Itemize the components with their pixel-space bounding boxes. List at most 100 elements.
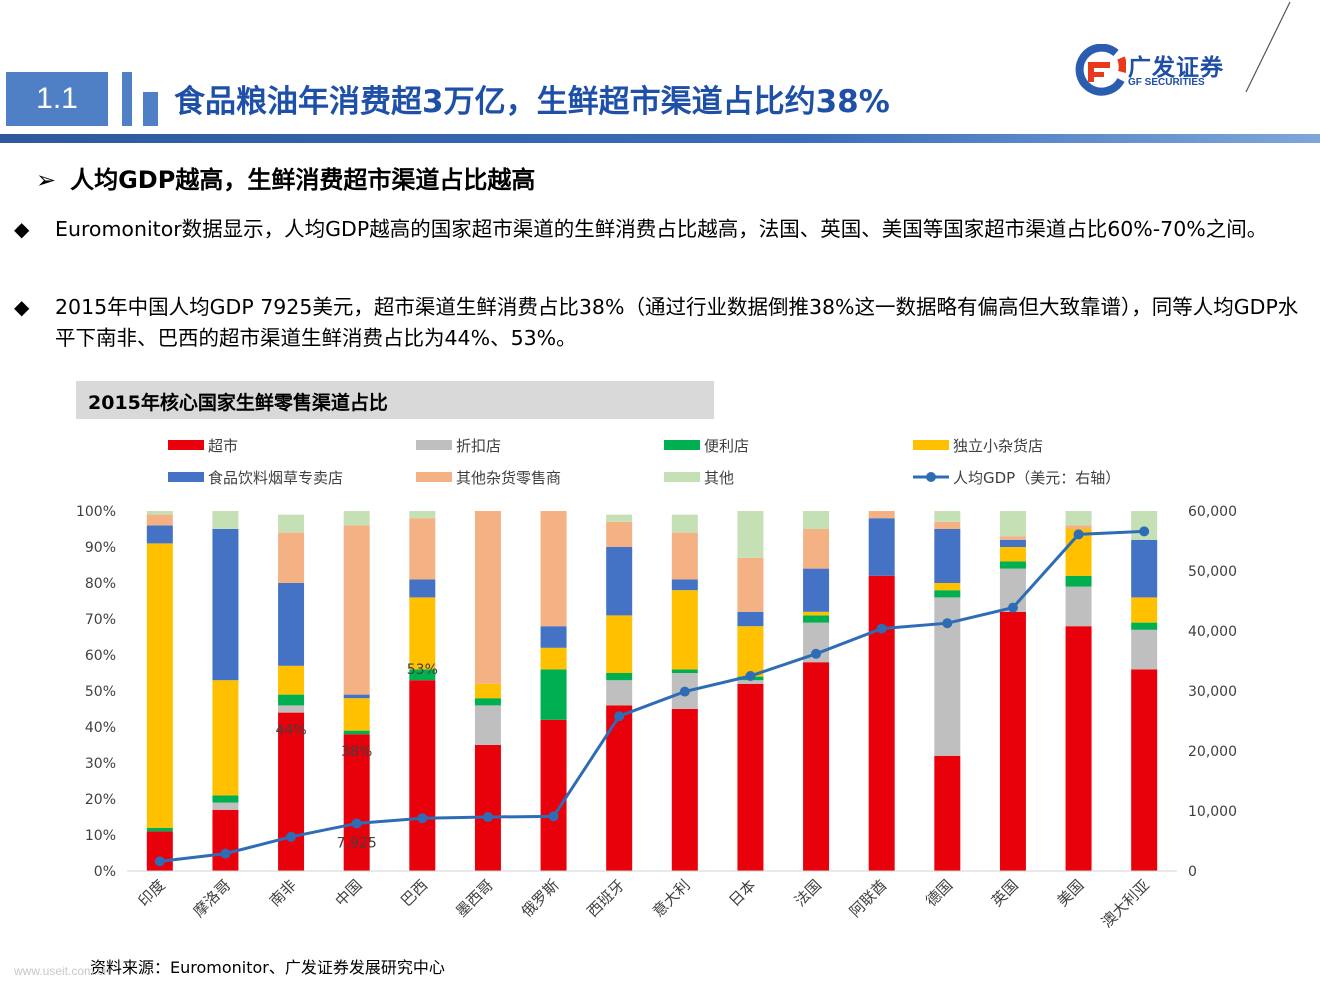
bar-segment [278, 712, 305, 871]
bar-segment [540, 511, 567, 627]
bar-segment [1131, 622, 1158, 630]
bar-segment [212, 795, 239, 803]
bar-segment [671, 669, 698, 673]
bar-segment [803, 662, 830, 871]
data-label: 7,925 [337, 835, 377, 851]
bar-segment [737, 511, 764, 558]
bar-segment [1131, 539, 1158, 598]
y-right-tick-label: 30,000 [1188, 684, 1237, 700]
bar-segment [934, 590, 961, 598]
y-right-tick-label: 50,000 [1188, 564, 1237, 580]
bar-segment [999, 547, 1026, 562]
legend-swatch [913, 440, 949, 450]
header-divider-bar [0, 134, 1320, 143]
x-category-label: 俄罗斯 [518, 876, 563, 921]
data-label: 53% [407, 662, 438, 678]
y-left-tick-label: 10% [85, 828, 116, 844]
bar-segment [212, 802, 239, 810]
bar-segment [606, 680, 633, 706]
bar-segment [540, 626, 567, 648]
legend-label: 便利店 [704, 437, 749, 455]
bar-segment [343, 694, 370, 699]
x-category-label: 意大利 [649, 876, 694, 921]
legend-label: 食品饮料烟草专卖店 [208, 469, 343, 487]
bar-segment [868, 518, 895, 576]
bar-segment [868, 511, 895, 519]
header-decoration-bar-small [143, 92, 158, 126]
bar-segment [999, 536, 1026, 540]
bar-segment [999, 611, 1026, 871]
section-number-box: 1.1 [6, 72, 108, 126]
diamond-bullet-icon: ◆ [14, 217, 30, 241]
bar-segment [606, 615, 633, 673]
gdp-point [154, 856, 165, 867]
source-note: 资料来源：Euromonitor、广发证券发展研究中心 [90, 958, 445, 977]
x-category-label: 西班牙 [583, 876, 628, 921]
bar-segment [737, 611, 764, 627]
bullet-text: Euromonitor数据显示，人均GDP越高的国家超市渠道的生鲜消费占比越高，… [55, 217, 1268, 241]
x-category-label: 南非 [266, 876, 300, 910]
bar-segment [671, 514, 698, 533]
gdp-point [286, 831, 297, 842]
bar-segment [606, 705, 633, 871]
decorative-slash-line [1245, 1, 1291, 93]
gdp-point [548, 811, 559, 822]
bar-segment [999, 539, 1026, 547]
bar-segment [540, 669, 567, 720]
bar-segment [146, 525, 173, 544]
bar-segment [474, 745, 501, 871]
y-right-tick-label: 10,000 [1188, 804, 1237, 820]
x-category-label: 英国 [988, 876, 1022, 910]
legend-label: 其他杂货零售商 [456, 469, 561, 487]
y-left-tick-label: 20% [85, 792, 116, 808]
page-title: 食品粮油年消费超3万亿，生鲜超市渠道占比约38% [174, 84, 890, 120]
bar-segment [606, 514, 633, 522]
bar-segment [278, 532, 305, 583]
bar-segment [212, 511, 239, 529]
bar-segment [278, 514, 305, 533]
gdp-point [220, 848, 231, 859]
bar-segment [474, 698, 501, 706]
bar-segment [343, 525, 370, 695]
gdp-point [679, 686, 690, 697]
bar-segment [146, 827, 173, 832]
bar-segment [803, 611, 830, 616]
x-category-label: 澳大利亚 [1098, 876, 1153, 931]
bar-segment [212, 809, 239, 871]
bar-segment [474, 511, 501, 684]
gdp-point [482, 812, 493, 822]
y-left-tick-label: 40% [85, 720, 116, 736]
subheading: ➢ 人均GDP越高，生鲜消费超市渠道占比越高 [36, 160, 535, 195]
bar-segment [737, 683, 764, 871]
bar-segment [671, 709, 698, 871]
subheading-text: 人均GDP越高，生鲜消费超市渠道占比越高 [70, 166, 536, 194]
chart-title-background [76, 381, 714, 419]
y-right-tick-label: 20,000 [1188, 744, 1237, 760]
y-left-tick-label: 70% [85, 612, 116, 628]
bar-segment [409, 669, 436, 681]
bar-segment [343, 698, 370, 731]
bar-segment [737, 626, 764, 677]
x-category-label: 墨西哥 [452, 876, 497, 921]
bar-segment [212, 529, 239, 681]
y-left-tick-label: 90% [85, 540, 116, 556]
gdp-point [811, 648, 822, 659]
data-label: 38% [341, 744, 372, 760]
x-category-label: 印度 [135, 876, 169, 910]
bar-segment [737, 680, 764, 684]
y-left-tick-label: 60% [85, 648, 116, 664]
y-right-tick-label: 0 [1188, 864, 1197, 880]
legend-swatch [168, 440, 204, 450]
logo-english-text: GF SECURITIES [1128, 77, 1205, 88]
bar-segment [278, 694, 305, 706]
bar-segment [409, 511, 436, 519]
bar-segment [146, 514, 173, 526]
bar-segment [606, 673, 633, 681]
arrow-bullet-icon: ➢ [36, 166, 57, 194]
company-logo: 广发证券 GF SECURITIES [1072, 43, 1257, 98]
y-left-tick-label: 50% [85, 684, 116, 700]
bar-segment [1065, 586, 1092, 627]
bar-segment [278, 583, 305, 666]
legend-swatch [416, 472, 452, 482]
